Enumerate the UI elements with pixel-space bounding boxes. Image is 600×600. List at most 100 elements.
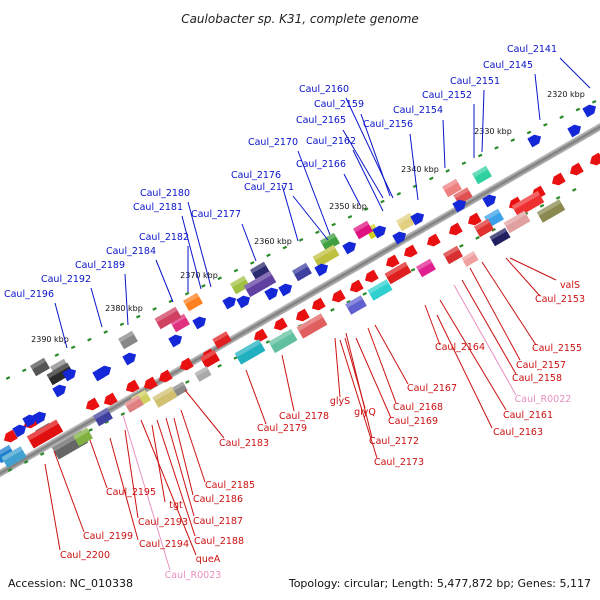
top-gene-label[interactable]: Caul_2181 [133,202,183,213]
tick-mark [249,261,255,265]
bottom-gene-label[interactable]: Caul_2200 [60,550,110,561]
bottom-gene-label[interactable]: Caul_R0022 [515,394,572,405]
tick-mark [104,420,110,424]
leader-line [509,257,557,281]
bottom-gene-label[interactable]: Caul_2157 [516,360,566,371]
top-gene-label[interactable]: Caul_2162 [306,136,356,147]
bottom-gene-label[interactable]: Caul_R0023 [165,570,222,581]
leader-line [534,73,541,121]
top-gene-label[interactable]: Caul_2145 [483,60,533,71]
top-gene-label[interactable]: Caul_2192 [41,274,91,285]
bottom-gene-label[interactable]: Caul_2185 [205,480,255,491]
bottom-gene-label[interactable]: Caul_2172 [369,436,419,447]
bottom-gene-label[interactable]: Caul_2179 [257,423,307,434]
tick-mark [380,199,385,204]
bottom-gene-label[interactable]: Caul_2183 [219,438,269,449]
kbp-label: 2370 kbp [180,271,218,280]
tick-mark [362,292,367,296]
top-gene-label[interactable]: Caul_2154 [393,105,443,116]
bottom-gene-label[interactable]: Caul_2153 [535,294,585,305]
top-gene-label[interactable]: Caul_2176 [231,170,281,181]
gene-arrow [62,368,77,382]
bottom-gene-label[interactable]: Caul_2169 [388,416,438,427]
bottom-gene-label[interactable]: Caul_2199 [83,531,133,542]
tick-mark [298,238,304,242]
top-gene-label[interactable]: Caul_2141 [507,44,557,55]
top-gene-label[interactable]: Caul_2177 [191,209,241,220]
kbp-label: 2350 kbp [329,202,367,211]
bottom-gene-label[interactable]: Caul_2178 [279,411,329,422]
leader-line [345,97,394,199]
tick-mark [475,235,480,240]
bottom-gene-label[interactable]: Caul_2188 [194,536,244,547]
bottom-gene-label[interactable]: valS [560,280,580,291]
top-gene-label[interactable]: Caul_2182 [139,232,189,243]
leader-line [481,89,485,153]
gene-feature [292,262,312,282]
gene-arrow [236,295,251,309]
bottom-gene-label[interactable]: glyQ [354,407,376,418]
bottom-gene-label[interactable]: Caul_2186 [193,494,243,505]
bottom-gene-label[interactable]: queA [196,554,221,565]
bottom-gene-label[interactable]: Caul_2158 [512,373,562,384]
bottom-gene-label[interactable]: Caul_2193 [138,517,188,528]
leader-line [461,279,517,375]
top-gene-label[interactable]: Caul_2180 [140,188,190,199]
bottom-gene-label[interactable]: Caul_2195 [106,487,156,498]
tick-mark [347,215,353,219]
bottom-gene-label[interactable]: glyS [330,396,350,407]
bottom-gene-label[interactable]: tgt [169,500,183,511]
top-gene-label[interactable]: Caul_2166 [296,159,346,170]
gene-feature [243,270,277,298]
top-gene-label[interactable]: Caul_2196 [4,289,54,300]
leader-line [140,419,197,556]
leader-line [374,324,409,385]
tick-mark [185,380,190,384]
top-gene-label[interactable]: Caul_2170 [248,137,298,148]
gene-arrow [342,241,357,255]
gene-arrow [372,225,387,239]
tick-mark [265,340,271,344]
top-gene-label[interactable]: Caul_2165 [296,115,346,126]
bottom-gene-label[interactable]: Caul_2194 [139,539,189,550]
bottom-gene-label[interactable]: Caul_2155 [532,343,582,354]
tick-mark [315,230,320,235]
tick-mark [87,337,92,342]
tick-mark [88,428,93,432]
top-gene-label[interactable]: Caul_2189 [75,260,125,271]
bottom-gene-label[interactable]: Caul_2164 [435,342,485,353]
tick-mark [233,356,238,360]
leader-line [90,287,103,328]
gene-feature [170,313,190,333]
gene-arrow [410,212,425,226]
bottom-gene-label[interactable]: Caul_2167 [407,383,457,394]
top-gene-label[interactable]: Caul_2156 [363,119,413,130]
top-gene-label[interactable]: Caul_2160 [299,84,349,95]
bottom-gene-label[interactable]: Caul_2187 [193,516,243,527]
leader-line [241,223,257,262]
top-gene-label[interactable]: Caul_2184 [106,246,156,257]
bottom-gene-label[interactable]: Caul_2163 [493,427,543,438]
top-gene-label[interactable]: Caul_2152 [422,90,472,101]
tick-mark [510,138,516,143]
gene-feature [46,362,74,386]
tick-mark [396,192,402,196]
gene-feature [200,349,220,369]
gene-arrow [589,152,600,166]
bottom-gene-label[interactable]: Caul_2173 [374,457,424,468]
gene-arrow [311,297,326,311]
gene-feature [489,227,511,247]
bottom-gene-label[interactable]: Caul_2168 [393,402,443,413]
kbp-label: 2380 kbp [105,304,143,313]
tick-mark [330,308,335,312]
bottom-gene-label[interactable]: Caul_2161 [503,410,553,421]
leader-lines [44,57,591,571]
top-gene-label[interactable]: Caul_2159 [314,99,364,110]
leader-line [124,429,139,519]
tick-mark [152,307,157,311]
leader-line [505,257,541,297]
kbp-label: 2330 kbp [474,127,512,136]
top-gene-label[interactable]: Caul_2171 [244,182,294,193]
top-gene-label[interactable]: Caul_2151 [450,76,500,87]
